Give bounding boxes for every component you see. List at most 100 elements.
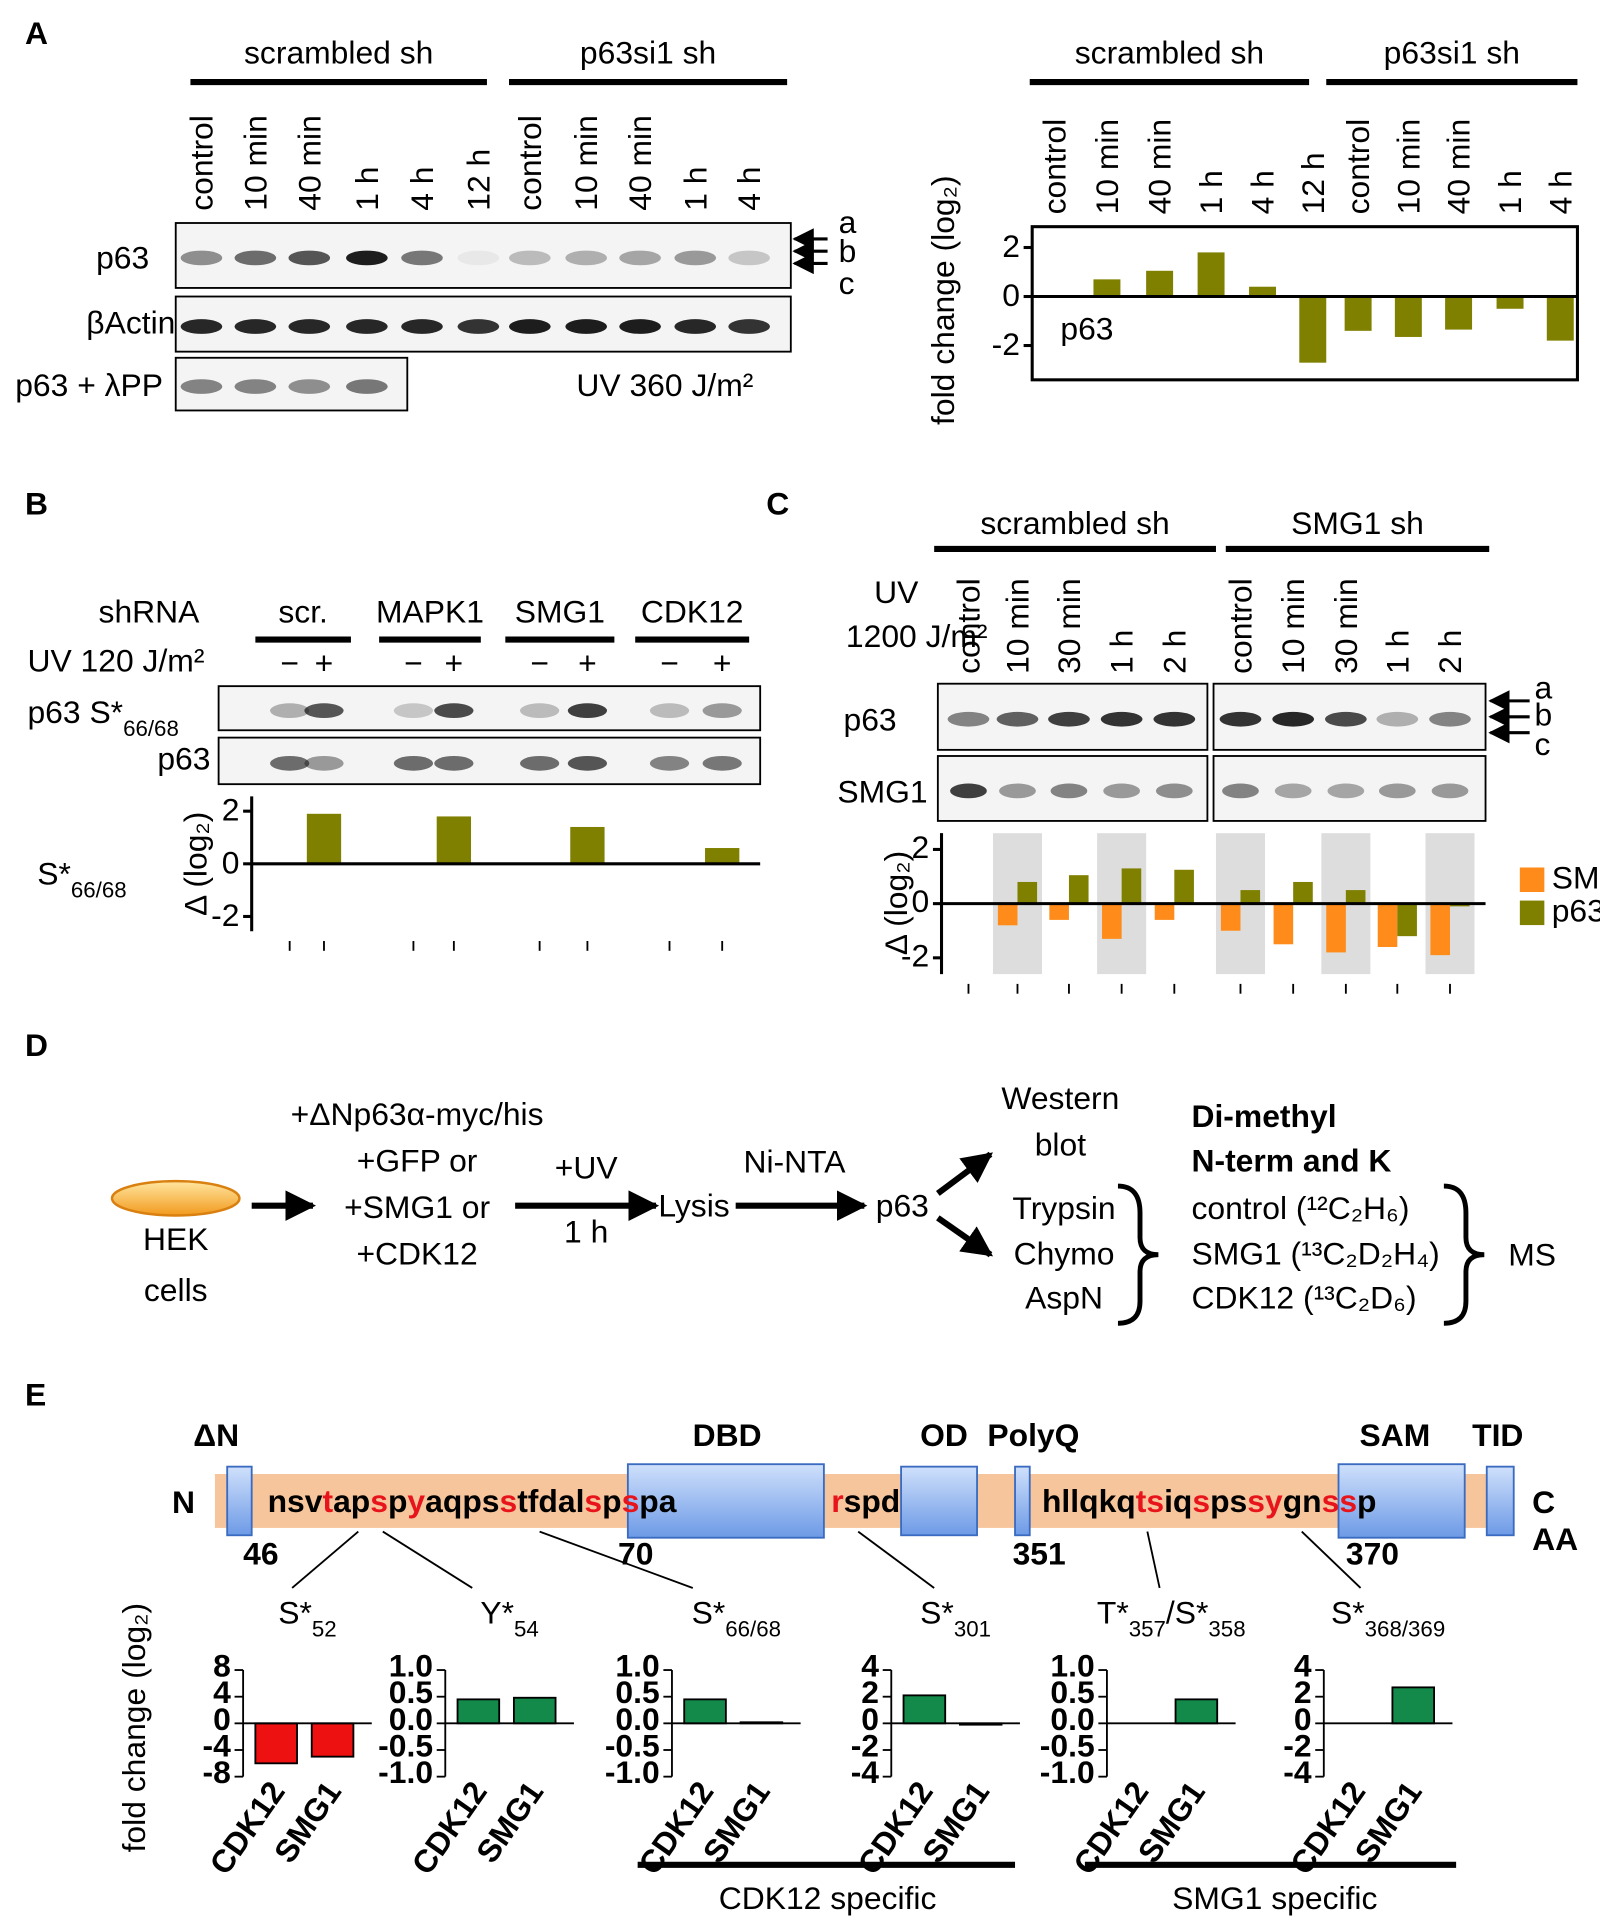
band (999, 783, 1036, 799)
channel-label: control (¹²C₂H₆) (1191, 1190, 1409, 1226)
x-tick-label: 10 min (1089, 119, 1125, 215)
band-label: a (839, 204, 857, 240)
bar (1102, 903, 1122, 939)
bar (1249, 286, 1277, 297)
legend-label: p63 (1552, 892, 1600, 928)
band (567, 755, 608, 771)
band (1050, 783, 1088, 799)
bar (1397, 903, 1417, 937)
y-tick-label: -2 (901, 937, 929, 973)
bar (456, 1698, 501, 1725)
chart-title: S*52 (278, 1594, 336, 1641)
y-tick-label: -2 (851, 1727, 879, 1763)
y-tick-label: -0.5 (378, 1727, 433, 1763)
text-part: p (388, 1483, 407, 1519)
x-tick-label: − (280, 645, 299, 681)
sequence: rspd (831, 1483, 900, 1519)
bar (1240, 890, 1261, 904)
lane-label: 1 h (677, 166, 713, 210)
x-tick-label: control (1340, 119, 1376, 215)
lane-label: 4 h (404, 166, 440, 210)
band (288, 250, 331, 266)
text-part: 52 (312, 1616, 337, 1641)
band (180, 379, 223, 394)
band (288, 379, 331, 394)
band (288, 319, 331, 334)
arrow (936, 1215, 994, 1258)
x-tick-label: CDK12 (405, 1775, 494, 1881)
text-part: 66/68 (725, 1616, 781, 1641)
band (393, 703, 434, 719)
cells-label: cells (144, 1272, 208, 1308)
bar (1391, 1686, 1435, 1725)
x-tick-label: 4 h (1245, 170, 1281, 214)
band (619, 319, 661, 334)
text-part: S* (692, 1594, 726, 1630)
y-tick-label: -4 (203, 1727, 232, 1763)
band (1048, 711, 1090, 727)
x-tick-label: CDK12 (202, 1775, 291, 1881)
enzyme-label: Trypsin (1012, 1190, 1115, 1226)
band (1378, 783, 1416, 799)
domain (226, 1465, 253, 1537)
text-part: ts (1136, 1483, 1164, 1519)
y-tick-label: 0 (861, 1701, 879, 1737)
y-tick-label: 1.0 (1050, 1647, 1094, 1683)
x-tick-label: 40 min (1142, 119, 1178, 215)
band (1376, 711, 1419, 727)
blot (174, 222, 792, 289)
step-label: Lysis (658, 1188, 729, 1224)
bar (683, 1698, 727, 1725)
band (1272, 711, 1315, 727)
y-tick-label: 1.0 (389, 1647, 433, 1683)
domain-label: DBD (693, 1417, 762, 1453)
lane-label: control (183, 115, 219, 211)
blot (1212, 755, 1487, 822)
band (234, 379, 277, 394)
text-part: y (407, 1483, 425, 1519)
chart-title: S*368/369 (1331, 1594, 1445, 1641)
treatment-label: UV 360 J/m² (576, 367, 753, 403)
x-tick-label: 12 h (1295, 152, 1331, 214)
position-label: 370 (1346, 1536, 1399, 1572)
row-label: p63 + λPP (15, 367, 163, 403)
text-part: S* (1331, 1594, 1365, 1630)
bar (1496, 296, 1524, 309)
band (947, 711, 990, 727)
x-tick-label: 1 h (1492, 170, 1528, 214)
step-label: Western (1001, 1080, 1119, 1116)
text-part: s (499, 1483, 517, 1519)
band (393, 755, 434, 771)
transfection-label: +SMG1 or (344, 1189, 490, 1225)
band (728, 319, 770, 334)
x-tick-label: 1 h (1379, 630, 1415, 674)
band (702, 755, 742, 771)
y-tick-label: 0.0 (389, 1701, 433, 1737)
band (346, 250, 388, 266)
y-tick-label: -4 (851, 1754, 880, 1790)
y-tick-label: -0.5 (1040, 1727, 1095, 1763)
domain (1485, 1465, 1515, 1537)
text-part: r (831, 1483, 843, 1519)
y-tick-label: 8 (213, 1647, 231, 1683)
group-label: scr. (278, 593, 328, 629)
lane-label: control (512, 115, 548, 211)
text-part: tfdal (517, 1483, 584, 1519)
end-label: N (172, 1484, 195, 1520)
band (674, 319, 717, 334)
group-label: SMG1 (515, 593, 605, 629)
row-label: p63 (843, 701, 896, 737)
step-label: blot (1035, 1126, 1086, 1162)
enzyme-label: AspN (1025, 1280, 1103, 1316)
band (1327, 783, 1365, 799)
band (304, 703, 344, 719)
bar (1299, 296, 1327, 363)
bar (1394, 296, 1422, 337)
text-part: s (370, 1483, 388, 1519)
group-label: scrambled sh (1075, 35, 1264, 71)
band (270, 755, 310, 771)
y-tick-label: 0 (912, 883, 930, 919)
chart-title: S*301 (920, 1594, 991, 1641)
text-part: spd (844, 1483, 901, 1519)
bar (902, 1694, 947, 1725)
